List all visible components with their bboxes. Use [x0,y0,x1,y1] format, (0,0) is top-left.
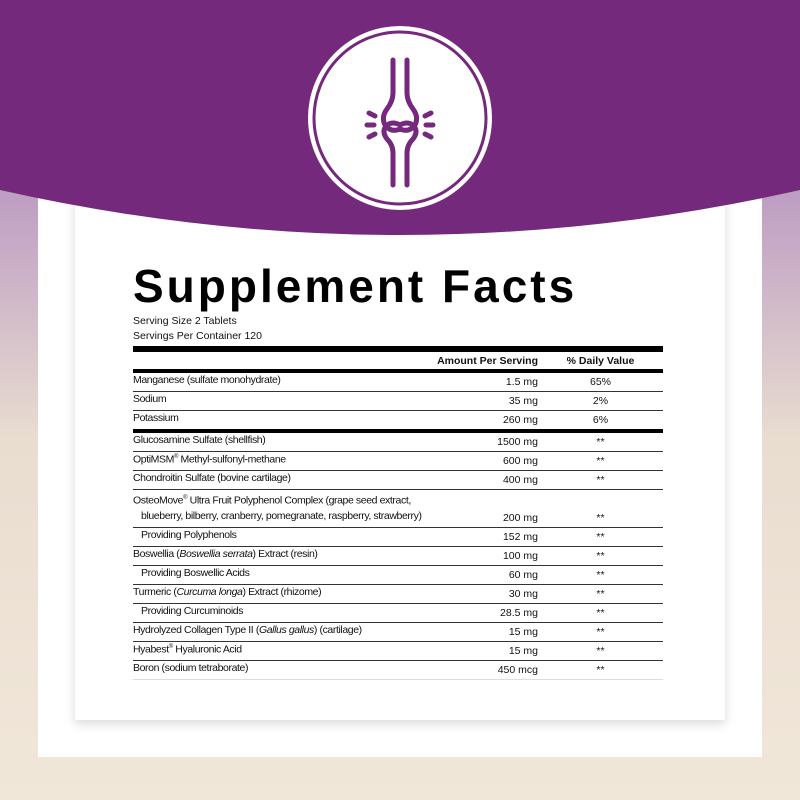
amount-per-serving: 450 mcg [497,664,538,676]
amount-per-serving: 600 mg [502,455,538,467]
nutrient-name: Chondroitin Sulfate (bovine cartilage) [133,472,291,484]
table-row: Hydrolyzed Collagen Type II (Gallus gall… [133,623,663,642]
table-row: Chondroitin Sulfate (bovine cartilage) 40… [133,471,663,490]
amount-per-serving: 28.5 mg [500,607,538,619]
facts-panel [75,190,725,720]
header-dv: % Daily Value [566,354,635,367]
amount-per-serving: 260 mg [502,414,538,426]
nutrient-name: Providing Boswellic Acids [141,567,250,579]
page-title: Supplement Facts [133,260,578,312]
amount-per-serving: 30 mg [508,588,538,600]
daily-value: ** [596,550,605,562]
table-row: Hyabest® Hyaluronic Acid 15 mg ** [133,642,663,661]
daily-value: 2% [592,395,609,407]
daily-value: ** [596,645,605,657]
amount-per-serving: 35 mg [508,395,538,407]
table-row: Providing Boswellic Acids 60 mg ** [133,566,663,585]
nutrient-name: Boron (sodium tetraborate) [133,662,249,674]
nutrient-name: OptiMSM® Methyl-sulfonyl-methane [133,453,286,465]
table-header: Amount Per Serving % Daily Value [133,352,663,369]
amount-per-serving: 400 mg [502,474,538,486]
amount-per-serving: 152 mg [502,531,538,543]
table-row: Potassium 260 mg 6% [133,411,663,433]
table-row: OsteoMove® Ultra Fruit Polyphenol Comple… [133,490,663,528]
table-row: Providing Curcuminoids 28.5 mg ** [133,604,663,623]
daily-value: ** [596,436,605,448]
daily-value: ** [596,569,605,581]
table-row: Providing Polyphenols 152 mg ** [133,528,663,547]
nutrient-name: Glucosamine Sulfate (shellfish) [133,434,266,446]
nutrient-name: Providing Polyphenols [141,529,237,541]
header-amount: Amount Per Serving [437,354,538,367]
amount-per-serving: 1500 mg [497,436,538,448]
daily-value: ** [596,607,605,619]
table-row: Turmeric (Curcuma longa) Extract (rhizom… [133,585,663,604]
table-row: Boswellia (Boswellia serrata) Extract (r… [133,547,663,566]
servings-per-container: Servings Per Container 120 [133,330,262,342]
table-row: Manganese (sulfate monohydrate) 1.5 mg 65% [133,373,663,392]
nutrient-name: Sodium [133,393,167,405]
daily-value: ** [596,588,605,600]
supplement-facts-table: Amount Per Serving % Daily Value Mangane… [133,346,663,680]
daily-value: ** [596,531,605,543]
divider [133,346,663,352]
nutrient-name: Hyabest® Hyaluronic Acid [133,643,242,655]
nutrient-name: Potassium [133,412,179,424]
nutrient-name: Providing Curcuminoids [141,605,244,617]
amount-per-serving: 15 mg [508,626,538,638]
nutrient-name: Manganese (sulfate monohydrate) [133,374,281,386]
nutrient-name: Boswellia (Boswellia serrata) Extract (r… [133,548,318,560]
amount-per-serving: 15 mg [508,645,538,657]
amount-per-serving: 1.5 mg [505,376,538,388]
daily-value: ** [596,664,605,676]
table-row: Glucosamine Sulfate (shellfish) 1500 mg ** [133,433,663,452]
serving-size: Serving Size 2 Tablets [133,315,237,327]
divider [133,369,663,373]
nutrient-name: Hydrolyzed Collagen Type II (Gallus gall… [133,624,362,636]
amount-per-serving: 100 mg [502,550,538,562]
amount-per-serving: 60 mg [508,569,538,581]
table-row: Sodium 35 mg 2% [133,392,663,411]
nutrient-name: Turmeric (Curcuma longa) Extract (rhizom… [133,586,322,598]
table-row: OptiMSM® Methyl-sulfonyl-methane 600 mg ** [133,452,663,471]
daily-value: ** [596,512,605,524]
table-row: Boron (sodium tetraborate) 450 mcg ** [133,661,663,680]
daily-value: 6% [592,414,609,426]
daily-value: ** [596,455,605,467]
amount-per-serving: 200 mg [502,512,538,524]
daily-value: 65% [589,376,611,388]
nutrient-name: OsteoMove® Ultra Fruit Polyphenol Comple… [133,494,422,522]
daily-value: ** [596,626,605,638]
joint-bone-icon [307,25,493,211]
daily-value: ** [596,474,605,486]
